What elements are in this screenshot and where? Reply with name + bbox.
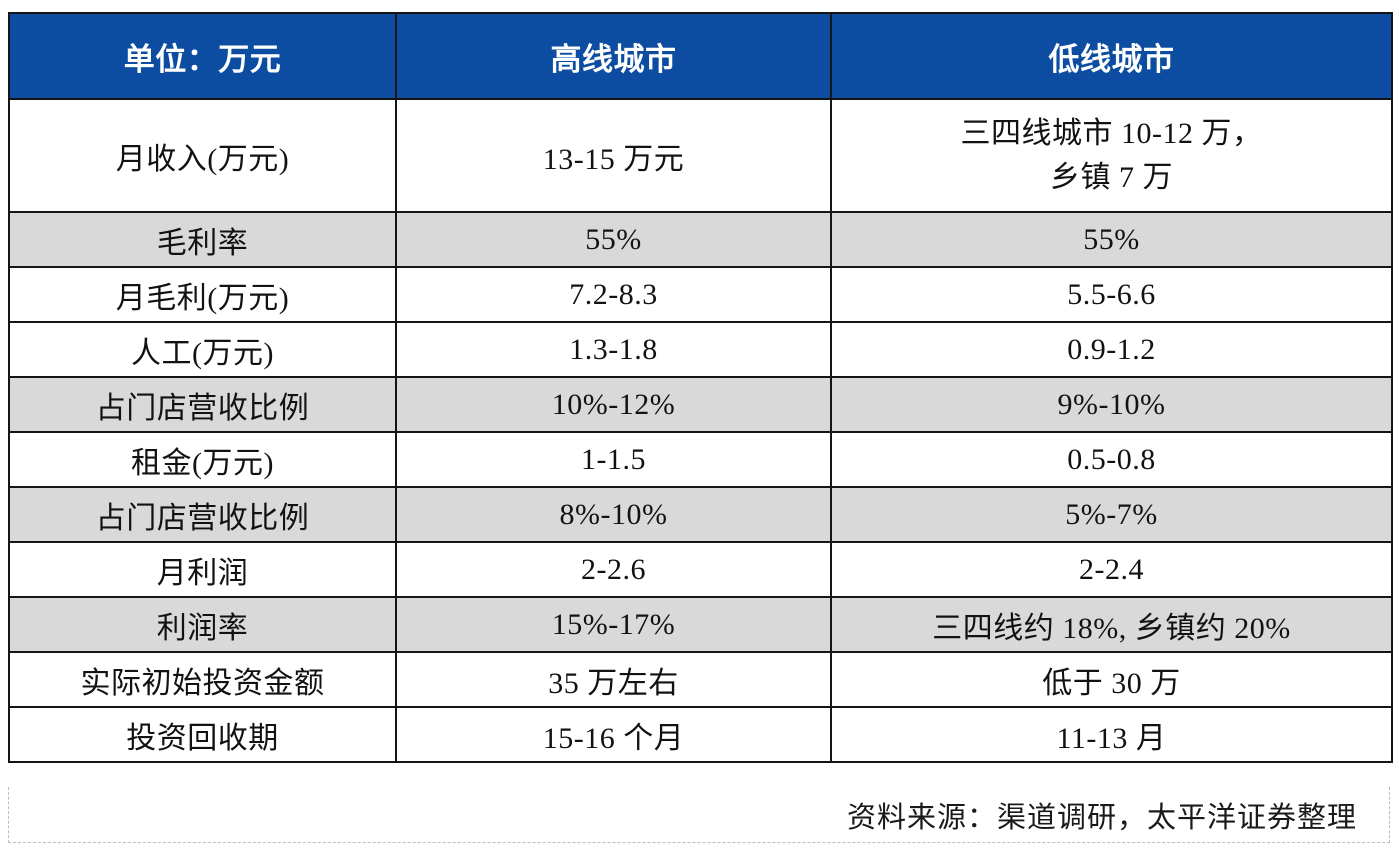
row-label-cell: 占门店营收比例: [8, 376, 397, 433]
low-tier-value-cell: 5%-7%: [830, 486, 1393, 543]
row-label-cell: 租金(万元): [8, 431, 397, 488]
high-tier-value-cell: 1-1.5: [395, 431, 832, 488]
low-tier-value-cell: 低于 30 万: [830, 651, 1393, 708]
table-row-monthly-profit: 月利润 2-2.6 2-2.4: [8, 541, 1393, 598]
low-tier-value-cell: 三四线约 18%, 乡镇约 20%: [830, 596, 1393, 653]
table-row-initial-investment: 实际初始投资金额 35 万左右 低于 30 万: [8, 651, 1393, 708]
column-header-high-tier: 高线城市: [395, 12, 832, 100]
low-tier-value-cell: 5.5-6.6: [830, 266, 1393, 323]
high-tier-value-cell: 13-15 万元: [395, 98, 832, 213]
high-tier-value-cell: 8%-10%: [395, 486, 832, 543]
high-tier-value-cell: 10%-12%: [395, 376, 832, 433]
table-row-gross-margin: 毛利率 55% 55%: [8, 211, 1393, 268]
table-row-payback-period: 投资回收期 15-16 个月 11-13 月: [8, 706, 1393, 763]
row-label-cell: 投资回收期: [8, 706, 397, 763]
low-tier-value-cell: 0.5-0.8: [830, 431, 1393, 488]
table-row-rent-revenue-ratio: 占门店营收比例 8%-10% 5%-7%: [8, 486, 1393, 543]
low-tier-value-cell: 2-2.4: [830, 541, 1393, 598]
high-tier-value-cell: 15-16 个月: [395, 706, 832, 763]
row-label-cell: 利润率: [8, 596, 397, 653]
row-label-cell: 占门店营收比例: [8, 486, 397, 543]
table-header-row: 单位：万元 高线城市 低线城市: [8, 12, 1393, 100]
table-row-monthly-revenue: 月收入(万元) 13-15 万元 三四线城市 10-12 万， 乡镇 7 万: [8, 98, 1393, 213]
table-row-labor-cost: 人工(万元) 1.3-1.8 0.9-1.2: [8, 321, 1393, 378]
low-tier-value-cell: 三四线城市 10-12 万， 乡镇 7 万: [830, 98, 1393, 213]
table-row-labor-revenue-ratio: 占门店营收比例 10%-12% 9%-10%: [8, 376, 1393, 433]
high-tier-value-cell: 15%-17%: [395, 596, 832, 653]
column-header-low-tier: 低线城市: [830, 12, 1393, 100]
table-row-profit-margin: 利润率 15%-17% 三四线约 18%, 乡镇约 20%: [8, 596, 1393, 653]
row-label-cell: 毛利率: [8, 211, 397, 268]
column-header-unit: 单位：万元: [8, 12, 397, 100]
low-tier-value-cell: 9%-10%: [830, 376, 1393, 433]
row-label-cell: 实际初始投资金额: [8, 651, 397, 708]
table-row-monthly-gross-profit: 月毛利(万元) 7.2-8.3 5.5-6.6: [8, 266, 1393, 323]
high-tier-value-cell: 35 万左右: [395, 651, 832, 708]
source-note: 资料来源：渠道调研，太平洋证券整理: [8, 787, 1390, 843]
row-label-cell: 月毛利(万元): [8, 266, 397, 323]
row-label-cell: 月收入(万元): [8, 98, 397, 213]
low-tier-value-cell: 0.9-1.2: [830, 321, 1393, 378]
low-tier-value-cell: 11-13 月: [830, 706, 1393, 763]
row-label-cell: 月利润: [8, 541, 397, 598]
row-label-cell: 人工(万元): [8, 321, 397, 378]
high-tier-value-cell: 1.3-1.8: [395, 321, 832, 378]
high-tier-value-cell: 55%: [395, 211, 832, 268]
high-tier-value-cell: 7.2-8.3: [395, 266, 832, 323]
high-tier-value-cell: 2-2.6: [395, 541, 832, 598]
comparison-table: 单位：万元 高线城市 低线城市 月收入(万元) 13-15 万元 三四线城市 1…: [8, 12, 1393, 763]
low-tier-value-cell: 55%: [830, 211, 1393, 268]
table-row-rent-cost: 租金(万元) 1-1.5 0.5-0.8: [8, 431, 1393, 488]
